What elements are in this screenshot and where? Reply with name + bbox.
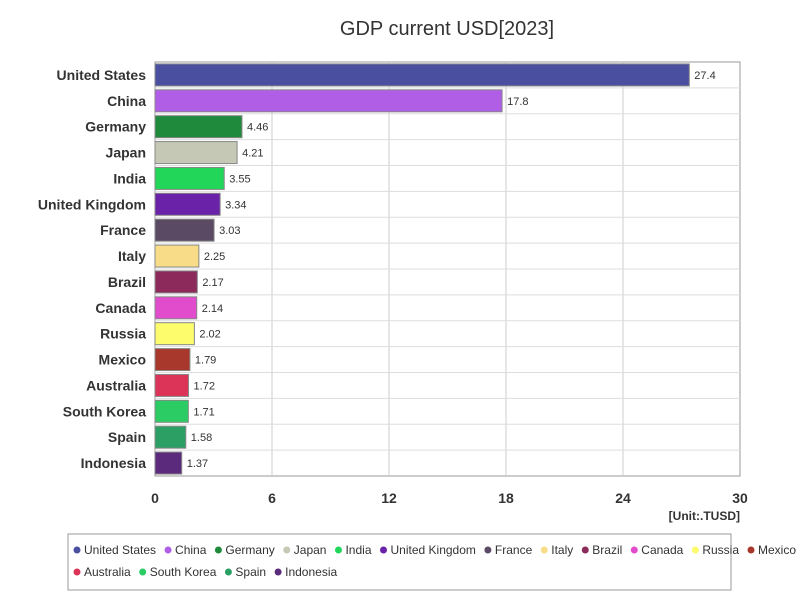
legend-marker [334, 546, 342, 554]
bar [154, 373, 190, 397]
legend-marker [581, 546, 589, 554]
bar [154, 244, 200, 268]
legend-entry: Brazil [592, 543, 622, 557]
legend-entry: Russia [702, 543, 739, 557]
legend-marker [630, 546, 638, 554]
value-label: 3.03 [219, 225, 240, 237]
bar [154, 89, 503, 113]
legend-entry: India [345, 543, 371, 557]
category-label: Russia [100, 326, 146, 342]
category-label: Canada [95, 300, 146, 316]
bars [154, 63, 690, 475]
x-tick-label: 30 [732, 490, 748, 506]
bar [154, 115, 243, 139]
category-label: Brazil [108, 274, 146, 290]
bar [154, 322, 195, 346]
value-label: 3.55 [229, 173, 250, 185]
legend-entry: Spain [235, 565, 266, 579]
value-label: 1.79 [195, 355, 216, 367]
legend-marker [274, 568, 282, 576]
category-label: South Korea [63, 403, 146, 419]
legend-marker [691, 546, 699, 554]
value-label: 27.4 [694, 70, 715, 82]
value-labels: 27.4 17.8 4.46 4.21 3.55 3.34 3.03 2.25 2.17 2.14… [187, 70, 716, 470]
value-label: 1.71 [193, 406, 214, 418]
value-label: 1.58 [191, 432, 212, 444]
legend [67, 533, 732, 591]
value-label: 4.21 [242, 148, 263, 160]
legend-entry: Italy [551, 543, 573, 557]
legend-marker [139, 568, 147, 576]
legend-entry: Germany [225, 543, 274, 557]
x-tick-label: 6 [268, 490, 276, 506]
bar [154, 192, 221, 216]
bar [154, 270, 198, 294]
category-label: France [100, 222, 146, 238]
legend-marker [380, 546, 387, 554]
bar [154, 296, 198, 320]
value-label: 2.17 [202, 277, 223, 289]
legend-marker [224, 568, 232, 576]
value-label: 3.34 [225, 199, 246, 211]
legend-marker [164, 546, 172, 554]
value-label: 1.37 [187, 458, 208, 470]
category-labels: United States China Germany Japan India Unite… [38, 67, 146, 471]
bar [154, 63, 690, 87]
legend-marker [283, 546, 291, 554]
bar [154, 141, 238, 165]
legend-entry: Australia [84, 565, 131, 579]
category-label: Australia [86, 377, 146, 393]
category-label: China [107, 93, 146, 109]
value-label: 2.14 [202, 303, 223, 315]
legend-entry: Mexico [758, 543, 796, 557]
legend-marker [73, 546, 81, 554]
legend-entry: France [495, 543, 533, 557]
category-label: Indonesia [81, 455, 147, 471]
category-label: Germany [85, 119, 146, 135]
legend-entry: United States [84, 543, 156, 557]
category-label: Mexico [99, 352, 146, 368]
legend-marker [214, 546, 222, 554]
legend-entry: China [175, 543, 207, 557]
value-label: 2.25 [204, 251, 225, 263]
category-label: Japan [106, 145, 146, 161]
category-label: Spain [108, 429, 146, 445]
legend-entry: United Kingdom [391, 543, 476, 557]
bar [154, 451, 183, 475]
grid-lines [155, 62, 740, 476]
x-tick-label: 12 [381, 490, 397, 506]
legend-marker [747, 546, 755, 554]
bar [154, 348, 191, 372]
bar [154, 425, 187, 449]
x-tick-label: 24 [615, 490, 631, 506]
x-tick-label: 18 [498, 490, 514, 506]
legend-entry: Japan [294, 543, 327, 557]
bar [154, 166, 225, 190]
category-label: United Kingdom [38, 196, 146, 212]
x-axis-ticks: 0 6 12 18 24 30 [151, 490, 748, 506]
value-label: 4.46 [247, 122, 268, 134]
category-label: Italy [118, 248, 146, 264]
bar [154, 399, 189, 423]
legend-marker [484, 546, 492, 554]
value-label: 1.72 [194, 380, 215, 392]
legend-entry: Indonesia [285, 565, 337, 579]
value-label: 17.8 [507, 96, 528, 108]
legend-items: United States China Germany Japan India Unite… [73, 543, 796, 579]
bar [154, 218, 215, 242]
legend-marker [73, 568, 81, 576]
legend-entry: South Korea [150, 565, 217, 579]
category-label: India [113, 170, 146, 186]
legend-entry: Canada [641, 543, 683, 557]
value-label: 2.02 [199, 329, 220, 341]
chart-title: GDP current USD[2023] [340, 18, 554, 40]
x-tick-label: 0 [151, 490, 159, 506]
unit-label: [Unit:.TUSD] [669, 509, 740, 523]
legend-marker [540, 546, 548, 554]
category-label: United States [57, 67, 147, 83]
